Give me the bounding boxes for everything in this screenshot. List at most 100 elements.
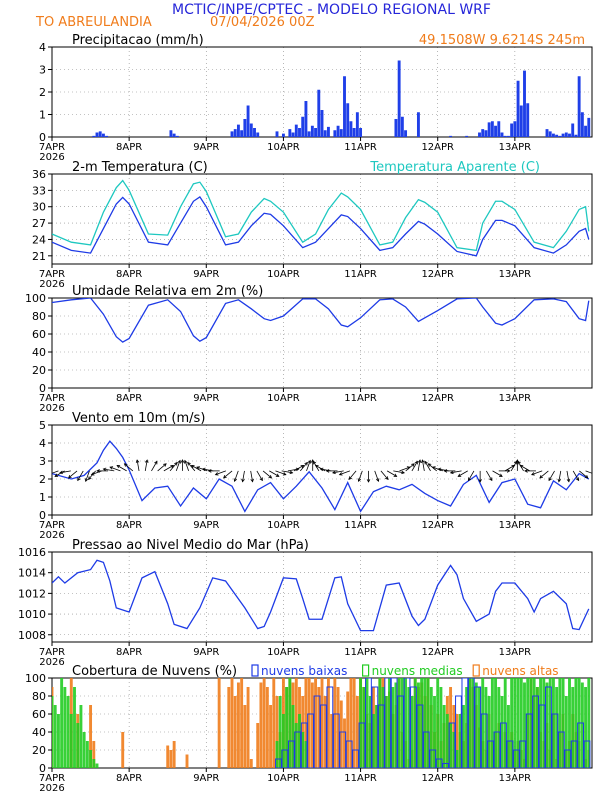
wind-arrow-shaft — [585, 470, 592, 474]
cloud-bar-nuvens-baixas — [377, 704, 385, 768]
cloud-bar-nuvens-medias — [481, 678, 485, 768]
cloud-bar-nuvens-medias — [275, 741, 279, 768]
wind-arrow — [90, 470, 102, 476]
cloud-bar-nuvens-medias — [474, 682, 478, 768]
wind-arrow-shaft — [411, 461, 418, 472]
x-tick-label: 11APR — [344, 520, 377, 531]
cloud-bar-nuvens-altas — [89, 705, 93, 768]
cloud-bar-nuvens-medias — [468, 678, 472, 768]
precip-bar — [240, 130, 244, 137]
wind-arrow-shaft — [293, 465, 304, 472]
precip-bar — [478, 132, 481, 137]
precip-bar — [568, 133, 571, 137]
wind-arrow-head — [414, 460, 418, 465]
precip-bar — [304, 101, 308, 137]
wind-arrow-shaft — [539, 470, 549, 479]
wind-arrow-shaft — [269, 470, 280, 477]
x-tick-label: 11APR — [344, 647, 377, 658]
precip-bar — [246, 105, 250, 137]
wind-arrow-head — [312, 460, 317, 465]
cloud-bar-nuvens-medias — [304, 741, 308, 768]
cloud-bar-nuvens-baixas — [506, 740, 514, 768]
wind-arrow — [539, 470, 549, 479]
header-location: TO ABREULANDIA — [35, 15, 152, 30]
x-tick-label: 7APR — [39, 520, 65, 531]
precip-bar — [400, 116, 404, 137]
cloud-bar-nuvens-medias — [89, 750, 93, 768]
cloud-bar-nuvens-medias — [416, 682, 420, 768]
precip-bar — [307, 131, 311, 137]
wind-arrow-head — [499, 473, 503, 477]
wind-arrow-shaft — [103, 468, 115, 472]
precip-bar — [256, 132, 260, 137]
wind-arrow — [417, 459, 422, 471]
cloud-bar-nuvens-altas — [185, 754, 189, 768]
x-tick-label: 8APR — [116, 269, 142, 280]
cloud-bar-nuvens-medias — [301, 732, 305, 768]
cloud-bar-nuvens-medias — [66, 696, 70, 768]
precip-bar — [497, 121, 501, 137]
wind-arrow — [223, 470, 233, 479]
plot-area — [52, 179, 590, 257]
x-tick-label: 8APR — [116, 142, 142, 153]
wind-arrow-head — [557, 478, 562, 483]
wind-arrow — [478, 470, 482, 483]
wind-arrow-head — [54, 473, 59, 477]
precip-bar — [397, 60, 401, 137]
wind-arrow — [572, 470, 580, 482]
cloud-bar-nuvens-baixas — [493, 731, 501, 768]
y-tick-label: 1014 — [18, 567, 46, 580]
y-tick-label: 27 — [32, 217, 46, 230]
wind-arrow-shaft — [579, 470, 589, 479]
cloud-bar-nuvens-medias — [362, 687, 366, 768]
wind-arrow-shaft — [510, 461, 517, 472]
header-date: 07/04/2026 00Z — [210, 15, 315, 30]
wind-arrow-head — [489, 477, 493, 482]
cloud-bar-nuvens-altas — [92, 741, 96, 768]
wind-arrow — [116, 464, 127, 472]
wind-arrow-head — [187, 461, 191, 466]
y-tick-label: 1 — [39, 109, 46, 122]
wind-arrow-shaft — [458, 470, 468, 477]
cloud-bar-nuvens-medias — [555, 687, 559, 768]
wind-arrow — [437, 467, 450, 472]
wind-arrow-shaft — [450, 470, 462, 474]
wind-arrow — [207, 469, 220, 473]
wind-arrow-shaft — [169, 462, 178, 472]
precip-bar — [230, 131, 234, 137]
wind-arrow — [54, 470, 65, 477]
cloud-bar-nuvens-baixas — [564, 749, 572, 768]
y-tick-label: 40 — [32, 346, 46, 359]
header-title: MCTIC/INPE/CPTEC - MODELO REGIONAL WRF — [172, 2, 491, 18]
cloud-bar-nuvens-baixas — [294, 731, 302, 768]
cloud-bar-nuvens-altas — [121, 732, 125, 768]
wind-arrow-shaft — [187, 462, 196, 472]
cloud-bar-nuvens-medias — [484, 687, 488, 768]
cloud-bar-nuvens-altas — [323, 696, 327, 768]
wind-arrow — [457, 470, 468, 477]
series-line-pressao-ao-nivel-medio-do-mar-hpa- — [52, 559, 590, 632]
cloud-bar-nuvens-baixas — [365, 678, 372, 768]
precip-bar — [561, 133, 565, 137]
wind-arrow — [424, 460, 431, 472]
cloud-bar-nuvens-medias — [519, 678, 523, 768]
x-tick-label: 13APR — [499, 773, 532, 784]
cloud-bar-nuvens-baixas — [480, 713, 488, 768]
wind-arrow — [443, 469, 456, 473]
x-tick-sublabel: 2026 — [39, 657, 64, 668]
cloud-bar-nuvens-altas — [172, 741, 176, 768]
cloud-bar-nuvens-baixas — [371, 686, 379, 768]
precip-bar — [551, 133, 555, 137]
x-tick-label: 13APR — [499, 269, 532, 280]
wind-arrow-head — [233, 478, 238, 483]
precip-bar — [449, 135, 453, 137]
precip-bar — [359, 128, 363, 137]
wind-arrow-shaft — [275, 470, 286, 476]
wind-arrow-shaft — [492, 470, 503, 477]
cloud-bar-nuvens-altas — [233, 696, 237, 768]
wind-arrow-head — [314, 464, 319, 469]
cloud-bar-nuvens-medias — [584, 687, 588, 768]
cloud-bar-nuvens-baixas — [397, 695, 404, 768]
